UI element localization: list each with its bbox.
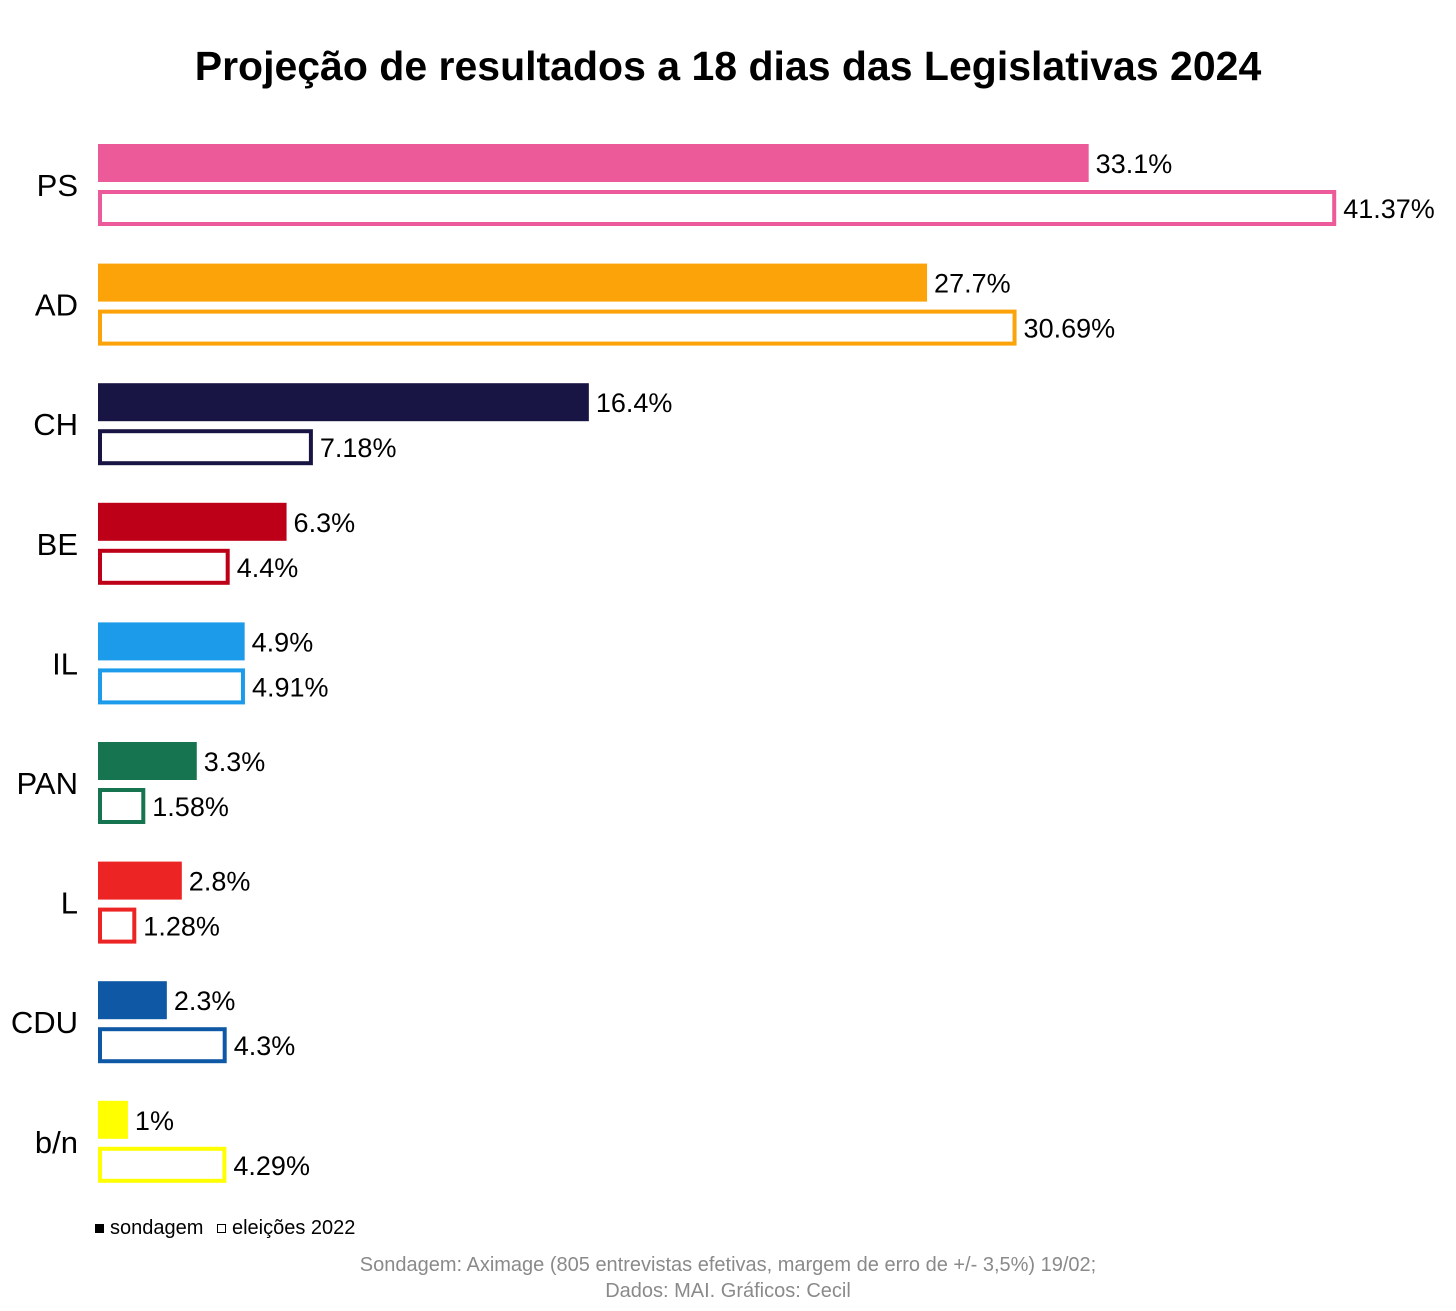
source-line-1: Sondagem: Aximage (805 entrevistas efeti…	[359, 1254, 1097, 1276]
value-label-eleicoes-2022-be: 4.4%	[237, 553, 299, 583]
bar-sondagem-ad	[98, 263, 928, 302]
value-label-eleicoes-2022-ps: 41.37%	[1343, 194, 1435, 224]
value-label-sondagem-pan: 3.3%	[204, 747, 266, 777]
value-label-sondagem-cdu: 2.3%	[174, 986, 236, 1016]
legend-label-eleicoes: eleições 2022	[231, 1217, 356, 1239]
bar-group-l: L 2.8% 1.28%	[61, 861, 251, 944]
bar-chart: PS 33.1% 41.37% AD 27.7% 30.69% CH 16.4% 7.18% BE…	[11, 144, 1435, 1183]
bar-eleicoes-2022-ad	[98, 309, 1017, 346]
bar-group-pan: PAN 3.3% 1.58%	[17, 742, 266, 824]
value-label-eleicoes-2022-pan: 1.58%	[152, 792, 229, 822]
value-label-eleicoes-2022-cdu: 4.3%	[234, 1031, 296, 1061]
bar-sondagem-ch	[98, 383, 589, 422]
bar-eleicoes-2022-il	[98, 668, 245, 705]
value-label-eleicoes-2022-ad: 30.69%	[1024, 314, 1116, 344]
category-label-be: BE	[37, 527, 78, 562]
bar-group-ps: PS 33.1% 41.37%	[37, 144, 1435, 226]
bar-group-be: BE 6.3% 4.4%	[37, 502, 356, 585]
bar-eleicoes-2022-l	[98, 907, 137, 944]
bar-group-ad: AD 27.7% 30.69%	[35, 263, 1116, 346]
legend: sondagem eleições 2022	[95, 1215, 355, 1241]
value-label-sondagem-il: 4.9%	[252, 627, 314, 657]
bar-eleicoes-2022-pan	[98, 788, 146, 824]
bar-sondagem-l	[98, 861, 182, 900]
category-label-ad: AD	[35, 288, 78, 323]
value-label-sondagem-b-n: 1%	[135, 1106, 174, 1136]
source-line-2: Dados: MAI. Gráficos: Cecil	[605, 1280, 851, 1302]
value-label-sondagem-l: 2.8%	[189, 867, 251, 897]
value-label-eleicoes-2022-ch: 7.18%	[320, 433, 397, 463]
value-label-sondagem-be: 6.3%	[294, 508, 356, 538]
bar-group-il: IL 4.9% 4.91%	[52, 622, 329, 705]
bar-sondagem-ps	[98, 144, 1089, 182]
bar-eleicoes-2022-b-n	[98, 1146, 227, 1183]
category-label-ps: PS	[37, 168, 78, 203]
bar-sondagem-cdu	[98, 981, 167, 1020]
bar-sondagem-il	[98, 622, 245, 661]
bar-group-ch: CH 16.4% 7.18%	[33, 383, 673, 466]
value-label-eleicoes-2022-l: 1.28%	[143, 912, 220, 942]
bar-sondagem-b-n	[98, 1100, 128, 1139]
legend-label-sondagem: sondagem	[110, 1217, 204, 1239]
value-label-eleicoes-2022-il: 4.91%	[252, 672, 329, 702]
bar-eleicoes-2022-be	[98, 548, 230, 585]
source-note: Sondagem: Aximage (805 entrevistas efeti…	[0, 1252, 1456, 1304]
value-label-sondagem-ch: 16.4%	[596, 388, 673, 418]
bar-sondagem-pan	[98, 742, 197, 780]
bar-group-b-n: b/n 1% 4.29%	[35, 1100, 310, 1183]
legend-hollow-swatch	[216, 1224, 226, 1233]
category-label-l: L	[61, 886, 78, 921]
category-label-pan: PAN	[17, 766, 78, 801]
value-label-sondagem-ps: 33.1%	[1096, 149, 1173, 179]
chart-title: Projeção de resultados a 18 dias das Leg…	[194, 43, 1262, 89]
bar-sondagem-be	[98, 502, 287, 541]
value-label-eleicoes-2022-b-n: 4.29%	[233, 1151, 310, 1181]
bar-group-cdu: CDU 2.3% 4.3%	[11, 981, 296, 1064]
bar-eleicoes-2022-ch	[98, 429, 313, 466]
category-label-il: IL	[52, 646, 78, 681]
legend-filled-swatch	[95, 1224, 104, 1233]
bar-eleicoes-2022-ps	[98, 190, 1337, 226]
value-label-sondagem-ad: 27.7%	[934, 269, 1011, 299]
category-label-b-n: b/n	[35, 1125, 78, 1160]
category-label-ch: CH	[33, 407, 78, 442]
category-label-cdu: CDU	[11, 1005, 78, 1040]
bar-eleicoes-2022-cdu	[98, 1027, 227, 1064]
